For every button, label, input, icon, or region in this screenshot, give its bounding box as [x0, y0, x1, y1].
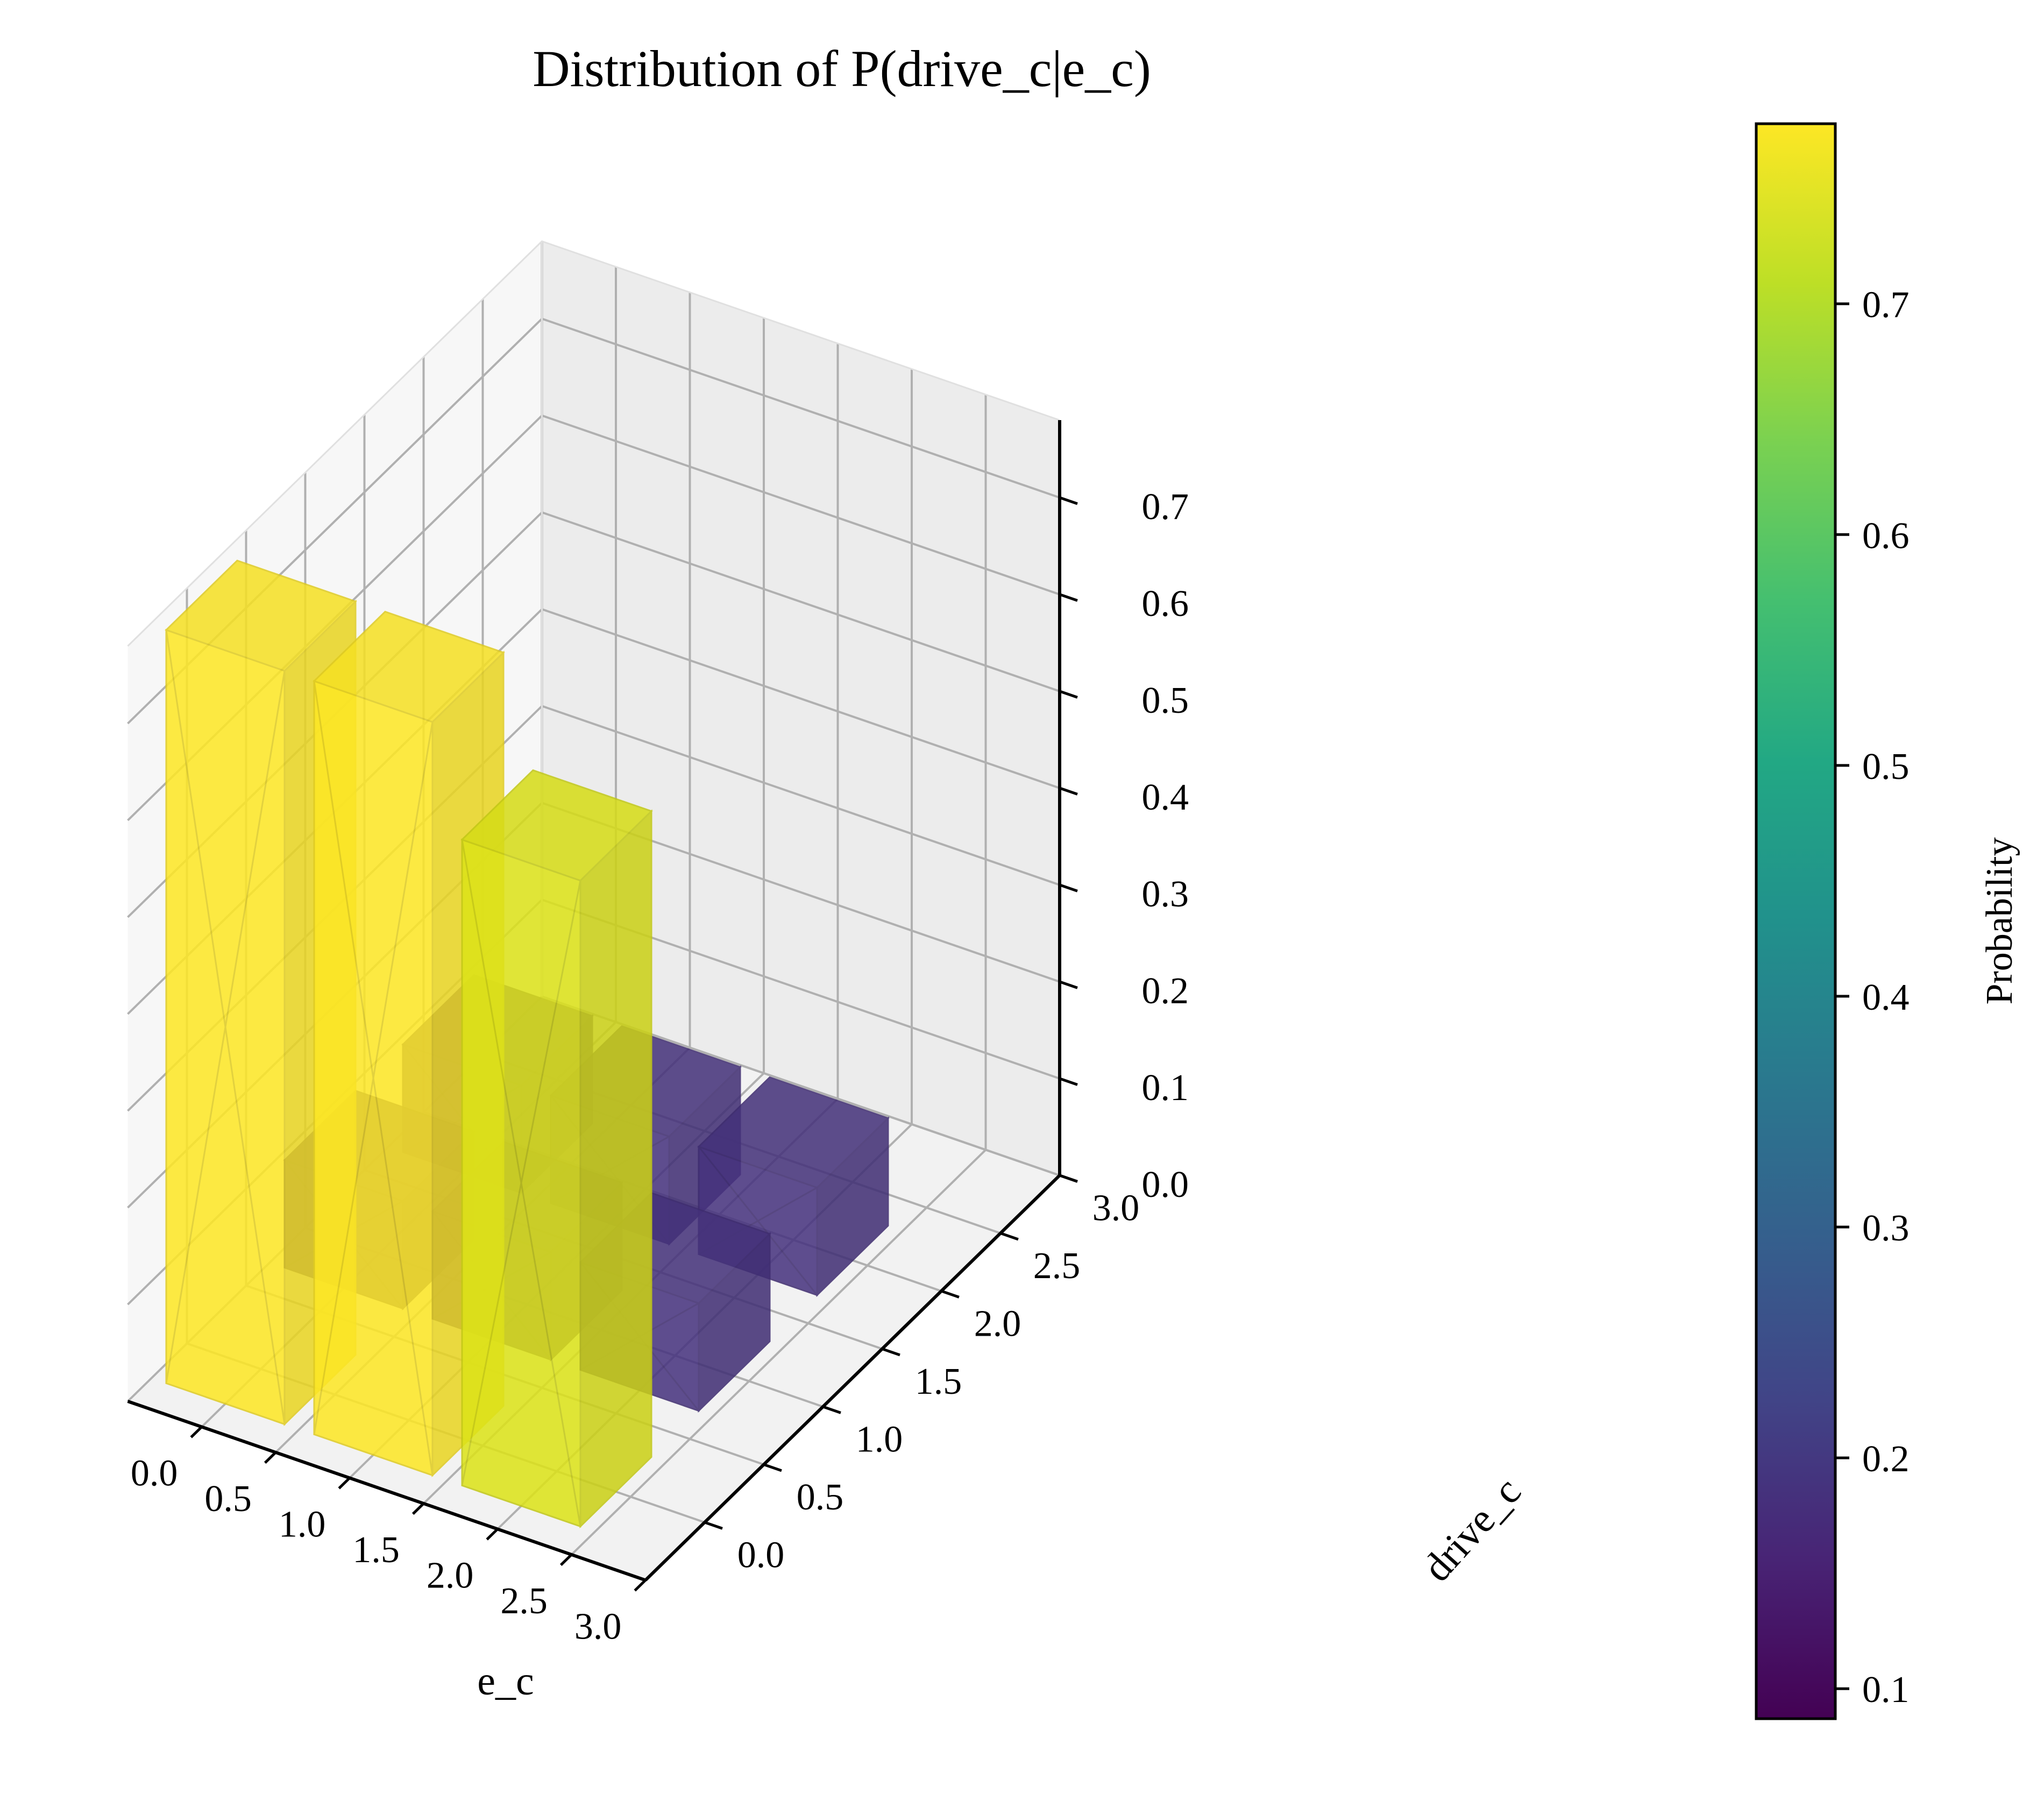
colorbar-tick-label: 0.7: [1862, 285, 1910, 326]
z-tick: [1059, 786, 1078, 796]
z-tick-label: 0.3: [1142, 874, 1189, 915]
y-tick-label: 0.0: [737, 1535, 785, 1576]
z-tick: [1059, 883, 1078, 892]
y-tick: [1000, 1232, 1019, 1241]
x-tick: [264, 1451, 277, 1464]
y-tick-label: 1.5: [915, 1361, 962, 1402]
y-tick: [882, 1348, 900, 1357]
back-pane: [542, 241, 1060, 1175]
z-tick-label: 0.5: [1142, 680, 1189, 721]
colorbar-tick-label: 0.6: [1862, 515, 1910, 557]
y-tick-label: 2.5: [1033, 1245, 1081, 1287]
colorbar-ticks: 0.1 0.2 0.3 0.4 0.5 0.6 0.7: [1835, 285, 1910, 1711]
bar-top-face: [165, 559, 357, 672]
z-tick: [1059, 496, 1078, 505]
colorbar-tick-label: 0.5: [1862, 746, 1910, 788]
bar-wire: [461, 839, 581, 1527]
y-tick: [822, 1405, 841, 1414]
x-tick-label: 2.0: [427, 1555, 474, 1596]
colorbar-gradient: [1755, 122, 1837, 1720]
bar-top-face: [697, 1076, 890, 1189]
z-tick: [1059, 980, 1078, 989]
x-axis-label: e_c: [477, 1658, 534, 1704]
x-tick: [338, 1477, 351, 1490]
chart-title: Distribution of P(drive_c|e_c): [533, 40, 1151, 97]
colorbar-tick-label: 0.2: [1862, 1438, 1910, 1480]
colorbar-tick-label: 0.3: [1862, 1208, 1910, 1249]
x-tick: [411, 1502, 425, 1515]
bar-wire: [165, 629, 286, 1424]
x-tick-label: 0.0: [131, 1452, 178, 1494]
x-tick-label: 1.0: [279, 1504, 326, 1545]
colorbar-label: Probability: [1979, 837, 2020, 1004]
z-tick-label: 0.2: [1142, 970, 1189, 1012]
x-tick-label: 0.5: [204, 1478, 252, 1520]
y-tick-label: 2.0: [974, 1303, 1021, 1345]
z-tick-label: 0.7: [1142, 486, 1189, 528]
y-tick: [941, 1289, 960, 1299]
y-tick-label: 3.0: [1092, 1188, 1140, 1229]
x-tick: [634, 1579, 647, 1592]
bars: [165, 559, 890, 1529]
y-axis-line: [644, 1174, 1061, 1582]
colorbar-tick-label: 0.4: [1862, 977, 1910, 1018]
colorbar: 0.1 0.2 0.3 0.4 0.5 0.6 0.7 Probability: [1755, 122, 2020, 1720]
z-tick-label: 0.1: [1142, 1067, 1189, 1109]
z-tick: [1059, 1174, 1078, 1183]
axis-lines: [127, 420, 1061, 1582]
y-tick: [704, 1521, 723, 1530]
x-tick-label: 3.0: [574, 1606, 622, 1647]
bar: [460, 769, 653, 1529]
axis-ticks: 0.00.51.01.52.02.53.00.00.51.01.52.02.53…: [131, 486, 1189, 1647]
bar-wire: [698, 1146, 818, 1296]
bar-top-face: [313, 611, 505, 723]
x-tick-label: 2.5: [500, 1580, 548, 1622]
x-tick-label: 1.5: [352, 1529, 400, 1571]
z-tick-label: 0.0: [1142, 1164, 1189, 1206]
z-tick-label: 0.6: [1142, 583, 1189, 625]
x-tick: [559, 1554, 573, 1566]
y-tick: [763, 1463, 782, 1472]
bar-side-face: [579, 809, 652, 1529]
z-tick-label: 0.4: [1142, 777, 1189, 818]
colorbar-tick-label: 0.1: [1862, 1669, 1910, 1711]
bar-top-face: [460, 769, 653, 882]
z-tick: [1059, 690, 1078, 699]
x-axis-line: [127, 1400, 646, 1582]
z-tick: [1059, 593, 1078, 602]
y-axis-label: drive_c: [1414, 1469, 1530, 1590]
z-tick: [1059, 1077, 1078, 1086]
x-tick: [190, 1426, 203, 1438]
y-tick-label: 0.5: [797, 1477, 844, 1518]
y-tick-label: 1.0: [856, 1419, 903, 1460]
x-tick: [486, 1528, 499, 1541]
bar-wire: [313, 680, 434, 1476]
